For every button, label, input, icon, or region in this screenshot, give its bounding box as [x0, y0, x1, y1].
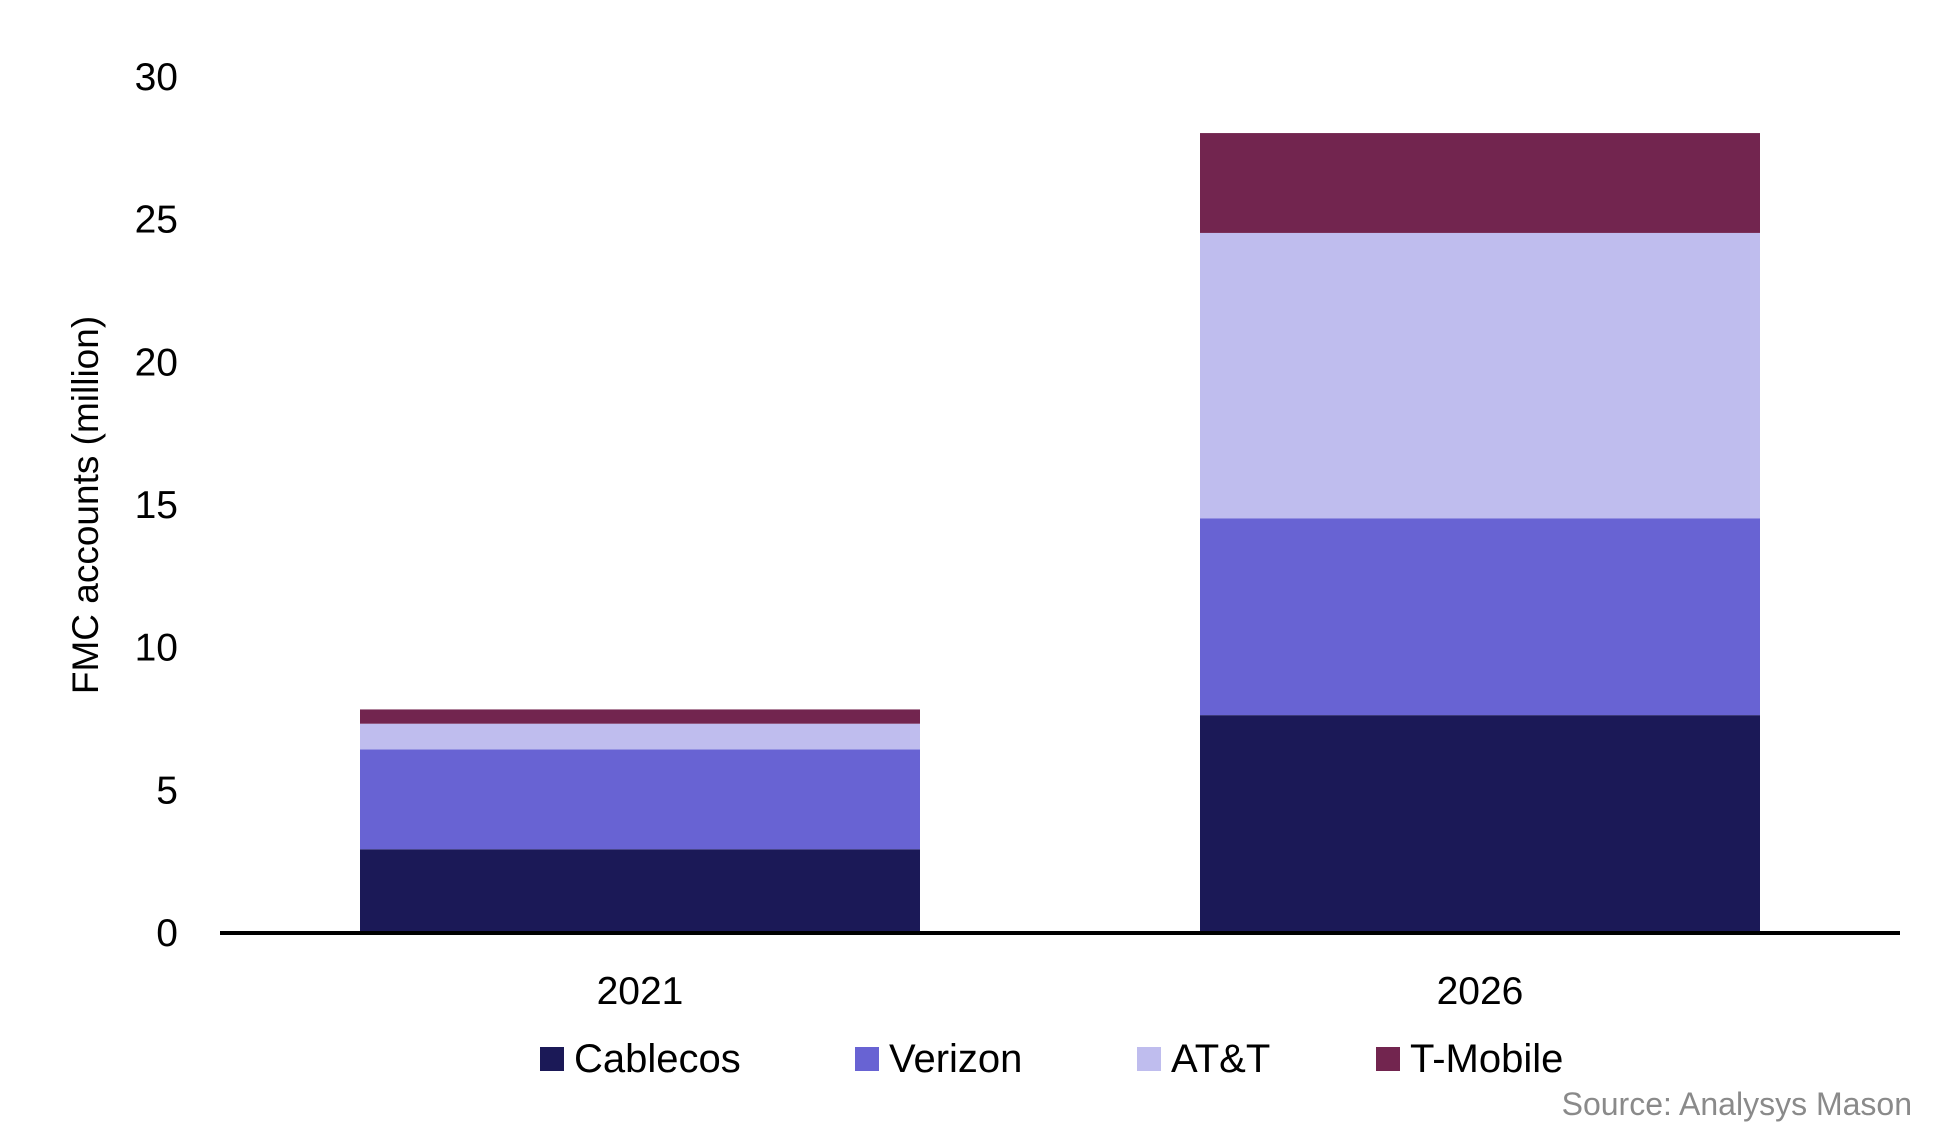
y-tick-label: 25 — [135, 199, 178, 242]
legend-swatch-cablecos — [540, 1047, 564, 1071]
y-tick-label: 10 — [135, 627, 178, 670]
legend-swatch-t-mobile — [1376, 1047, 1400, 1071]
source-note: Source: Analysys Mason — [1562, 1086, 1912, 1122]
bar-segment-t-mobile-2026 — [1200, 133, 1760, 233]
y-tick-label: 20 — [135, 341, 178, 384]
y-axis-ticks: 0 5 10 15 20 25 30 — [135, 56, 178, 955]
bars-layer — [360, 133, 1760, 932]
bar-segment-t-mobile-2021 — [360, 709, 920, 724]
bar-segment-cablecos-2021 — [360, 849, 920, 932]
y-tick-label: 15 — [135, 484, 178, 527]
legend-label: Cablecos — [574, 1037, 741, 1081]
legend-label: Verizon — [889, 1037, 1022, 1081]
bar-segment-cablecos-2026 — [1200, 715, 1760, 932]
legend-swatch-at-t — [1137, 1047, 1161, 1071]
x-tick-label: 2026 — [1437, 970, 1524, 1013]
legend-label: T-Mobile — [1410, 1037, 1563, 1081]
x-axis-ticks: 2021 2026 — [597, 970, 1524, 1013]
y-axis-title: FMC accounts (million) — [65, 316, 106, 694]
legend: Cablecos Verizon AT&T T-Mobile — [540, 1037, 1563, 1081]
legend-swatch-verizon — [855, 1047, 879, 1071]
y-tick-label: 0 — [156, 912, 178, 955]
y-tick-label: 30 — [135, 56, 178, 99]
bar-segment-verizon-2021 — [360, 749, 920, 850]
bar-segment-at-t-2021 — [360, 723, 920, 750]
bar-segment-verizon-2026 — [1200, 518, 1760, 716]
legend-label: AT&T — [1171, 1037, 1270, 1081]
x-tick-label: 2021 — [597, 970, 684, 1013]
y-tick-label: 5 — [156, 769, 178, 812]
bar-segment-at-t-2026 — [1200, 232, 1760, 519]
